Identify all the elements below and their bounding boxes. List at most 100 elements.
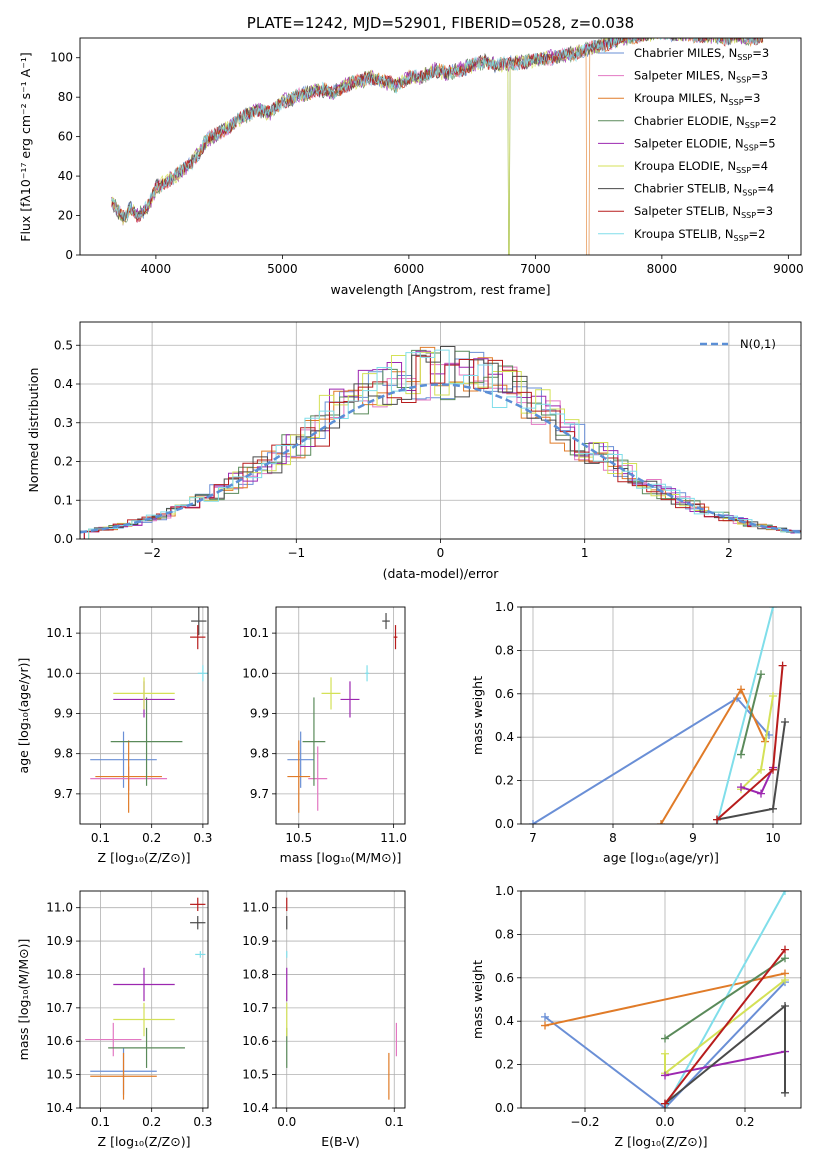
chart-0: 4000 5000 6000 7000 8000 9000 0 20 40 60 80 100 Chab… xyxy=(18,14,804,297)
x-axis-label: E(B-V) xyxy=(321,1134,360,1149)
y-tick-label: 10.7 xyxy=(242,1001,269,1015)
y-tick-label: 10.0 xyxy=(46,666,73,680)
y-axis-label: mass weight xyxy=(470,676,485,755)
weight-marker xyxy=(737,685,745,694)
axes-frame xyxy=(520,890,802,1109)
y-tick-label: 0.6 xyxy=(495,687,514,701)
y-tick-label: 0.8 xyxy=(495,643,514,657)
y-tick-label: 0.4 xyxy=(495,1014,514,1028)
weight-line xyxy=(544,972,786,1027)
y-tick-label: 0.6 xyxy=(495,971,514,985)
weight-marker xyxy=(781,975,789,984)
y-tick-label: 100 xyxy=(50,51,73,65)
axes-frame xyxy=(275,890,406,1109)
y-axis-label: mass weight xyxy=(470,960,485,1039)
legend-label: Salpeter MILES, NSSP=3 xyxy=(634,69,768,85)
axes-frame xyxy=(275,606,406,825)
chart-6: 0.0 0.1 10.4 10.5 10.6 10.7 10.8 10.9 11.0 E(B-V) xyxy=(242,890,406,1149)
x-tick-label: 5000 xyxy=(267,262,298,276)
x-tick-label: 11.0 xyxy=(380,831,407,845)
y-tick-label: 11.0 xyxy=(46,901,73,915)
x-tick-label: 1 xyxy=(581,546,589,560)
weight-marker xyxy=(529,820,537,824)
legend-label: Chabrier MILES, NSSP=3 xyxy=(634,46,769,62)
y-tick-label: 1.0 xyxy=(495,884,514,898)
x-tick-label: 0.2 xyxy=(142,1115,161,1129)
weight-marker xyxy=(713,815,721,824)
y-tick-label: 9.8 xyxy=(250,747,269,761)
x-tick-label: −1 xyxy=(287,546,305,560)
x-tick-label: −0.2 xyxy=(570,1115,599,1129)
weight-marker xyxy=(737,750,745,759)
x-tick-label: 0.0 xyxy=(277,1115,296,1129)
y-tick-label: 60 xyxy=(58,130,73,144)
weight-marker xyxy=(541,1012,549,1021)
y-tick-label: 0.0 xyxy=(495,1101,514,1115)
axes-frame xyxy=(79,321,802,540)
x-tick-label: 7 xyxy=(529,831,537,845)
legend-label: Kroupa STELIB, NSSP=2 xyxy=(634,227,765,243)
x-axis-label: (data-model)/error xyxy=(383,566,500,581)
weight-marker xyxy=(737,783,745,792)
y-tick-label: 10.4 xyxy=(46,1101,73,1115)
axes-frame xyxy=(79,37,802,256)
y-tick-label: 10.6 xyxy=(242,1034,269,1048)
x-tick-label: 2 xyxy=(725,546,733,560)
legend-label: Salpeter STELIB, NSSP=3 xyxy=(634,204,773,220)
plot-area xyxy=(85,897,206,1100)
spectrum-line xyxy=(111,38,764,222)
weight-marker xyxy=(661,1049,669,1058)
y-tick-label: 11.0 xyxy=(242,901,269,915)
weight-marker xyxy=(661,1071,669,1080)
weight-marker xyxy=(661,1034,669,1043)
weight-marker xyxy=(769,804,777,813)
legend-label: Chabrier ELODIE, NSSP=2 xyxy=(634,114,777,130)
plot-area xyxy=(90,607,208,813)
y-tick-label: 0.1 xyxy=(54,493,73,507)
y-tick-label: 20 xyxy=(58,209,73,223)
histogram-series xyxy=(83,362,801,539)
x-axis-label: wavelength [Angstrom, rest frame] xyxy=(330,282,550,297)
axes-frame xyxy=(520,606,802,825)
x-axis-label: age [log₁₀(age/yr)] xyxy=(603,850,719,865)
weight-line xyxy=(716,607,774,824)
weight-marker xyxy=(769,691,777,700)
spectrum-line xyxy=(111,38,761,221)
y-tick-label: 10.4 xyxy=(242,1101,269,1115)
weight-line xyxy=(716,721,786,821)
y-tick-label: 10.0 xyxy=(242,666,269,680)
weight-line xyxy=(664,1050,786,1077)
normal-reference-curve xyxy=(80,383,801,534)
weight-marker xyxy=(781,718,789,727)
plot-area xyxy=(111,38,764,255)
y-tick-label: 80 xyxy=(58,90,73,104)
legend-label: Kroupa MILES, NSSP=3 xyxy=(634,91,760,107)
weight-line xyxy=(740,674,762,755)
x-axis-label: Z [log₁₀(Z/Z⊙)] xyxy=(98,850,191,865)
weight-marker xyxy=(781,954,789,963)
weight-marker xyxy=(541,1021,549,1030)
chart-2: 0.1 0.2 0.3 9.7 9.8 9.9 10.0 10.1 Z [log₁₀(Z/Z⊙)… xyxy=(16,606,212,865)
y-tick-label: 10.9 xyxy=(46,934,73,948)
x-tick-label: 10.5 xyxy=(285,831,312,845)
chart-7: −0.2 0.0 0.2 0.0 0.2 0.4 0.6 0.8 1.0 Z [log₁₀(Z/Z… xyxy=(470,884,802,1149)
x-tick-label: 0 xyxy=(437,546,445,560)
weight-line xyxy=(664,948,786,1105)
legend: Chabrier MILES, NSSP=3 Salpeter MILES, NS… xyxy=(598,46,777,243)
y-tick-label: 10.5 xyxy=(46,1068,73,1082)
x-tick-label: 0.3 xyxy=(193,831,212,845)
y-tick-label: 10.6 xyxy=(46,1034,73,1048)
y-tick-label: 0.3 xyxy=(54,416,73,430)
chart-4: 7 8 9 10 0.0 0.2 0.4 0.6 0.8 1.0 age [log₁₀(age/yr… xyxy=(470,600,802,865)
weight-marker xyxy=(757,789,765,798)
legend-label: N(0,1) xyxy=(740,337,776,351)
y-tick-label: 9.9 xyxy=(54,706,73,720)
y-tick-label: 10.7 xyxy=(46,1001,73,1015)
y-tick-label: 0.0 xyxy=(495,817,514,831)
y-tick-label: 1.0 xyxy=(495,600,514,614)
y-axis-label: mass [log₁₀(M/M⊙)] xyxy=(16,939,31,1061)
y-tick-label: 0 xyxy=(65,248,73,262)
plot-area xyxy=(287,613,398,813)
y-tick-label: 0.2 xyxy=(495,774,514,788)
